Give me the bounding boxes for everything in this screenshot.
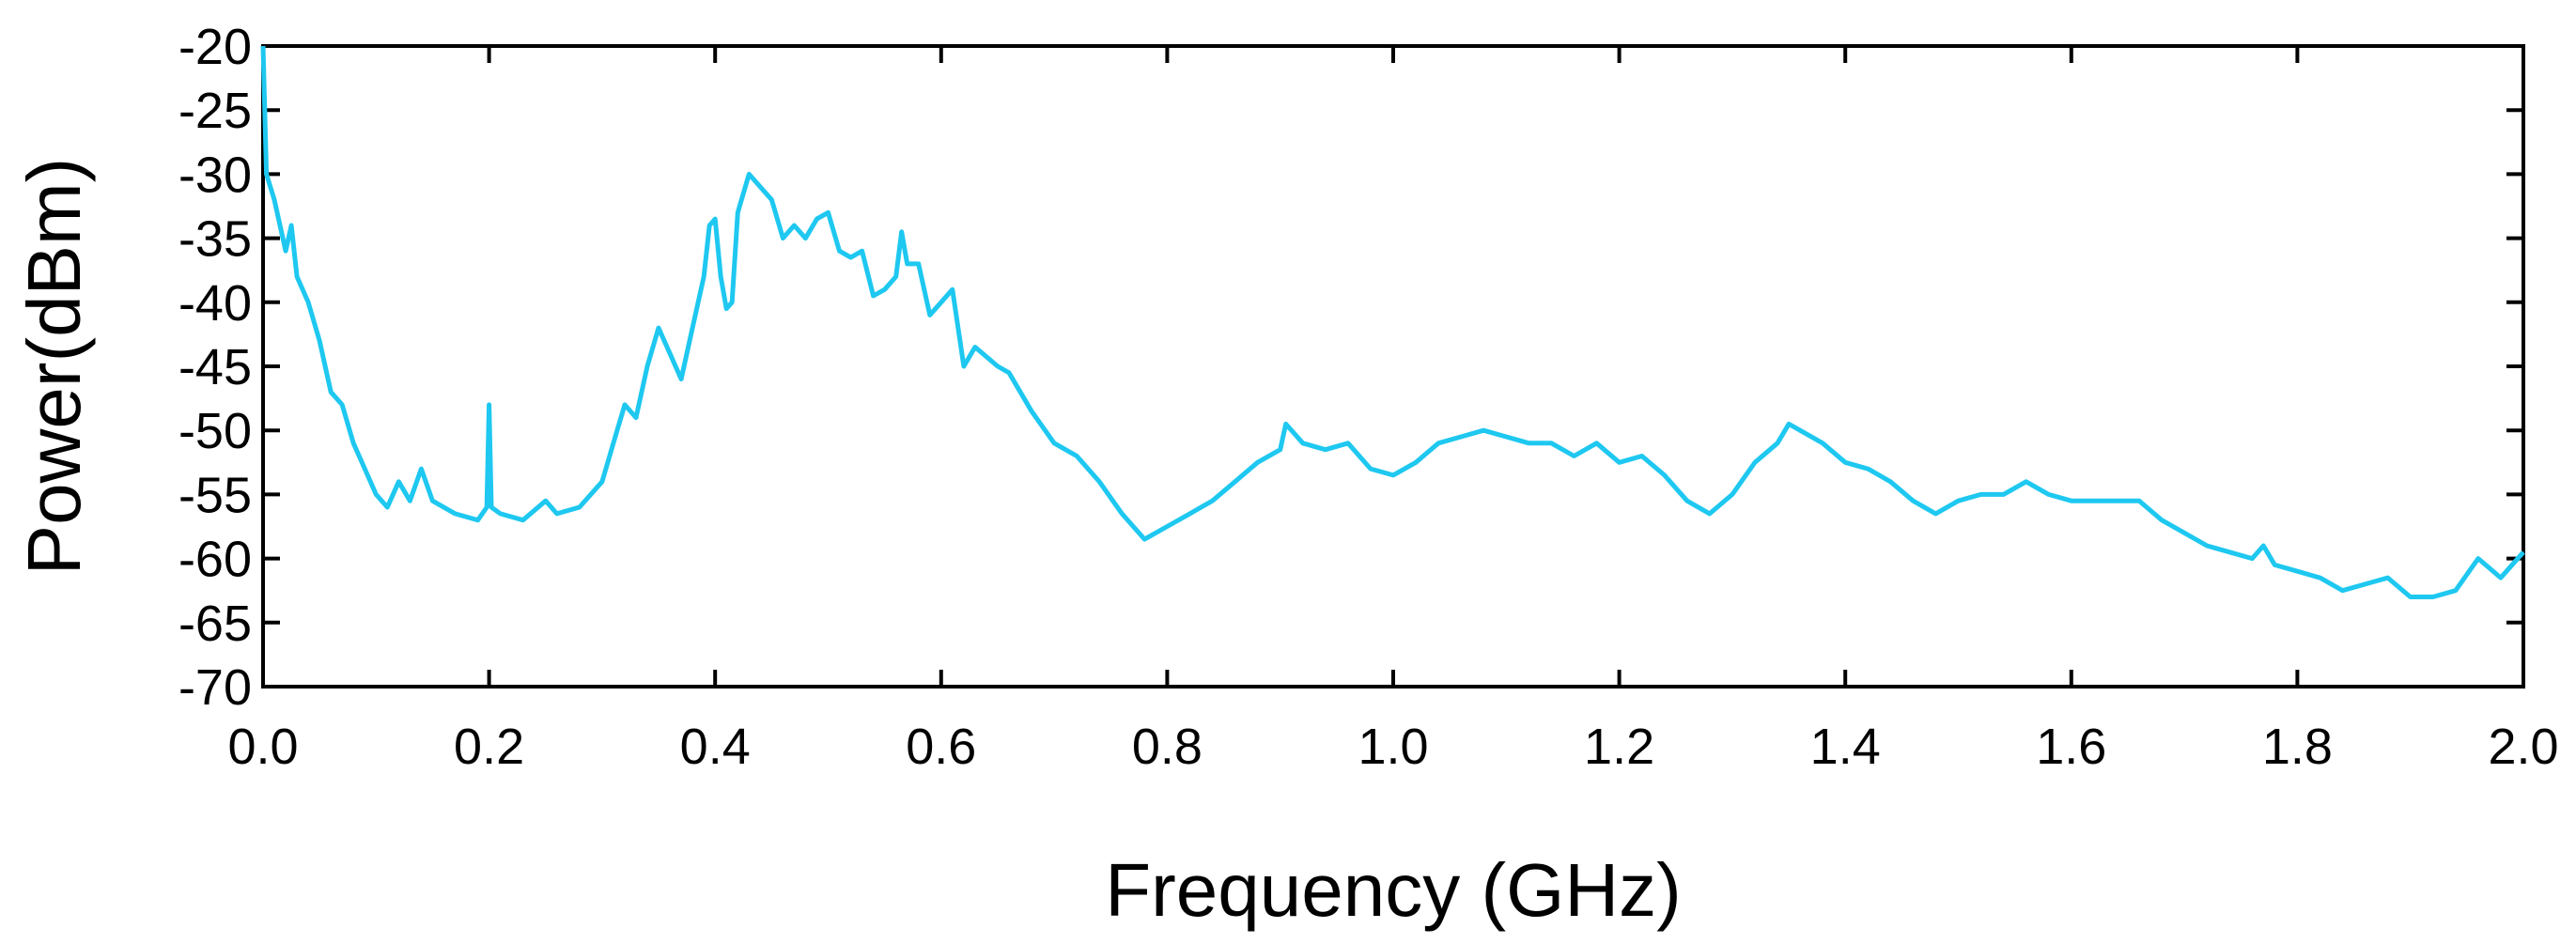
y-tick-label: -35: [178, 211, 252, 268]
y-tick-label: -70: [178, 659, 252, 716]
y-tick-label: -55: [178, 467, 252, 523]
x-tick-label: 0.0: [227, 719, 298, 775]
x-axis-label: Frequency (GHz): [1105, 848, 1681, 932]
y-tick-label: -20: [178, 19, 252, 75]
x-tick-label: 1.8: [2262, 719, 2333, 775]
x-tick-label: 1.4: [1810, 719, 1881, 775]
x-tick-label: 1.2: [1584, 719, 1654, 775]
y-tick-label: -60: [178, 532, 252, 588]
x-tick-label: 0.2: [454, 719, 524, 775]
y-tick-label: -30: [178, 147, 252, 203]
x-tick-label: 1.6: [2036, 719, 2106, 775]
x-tick-label: 0.4: [680, 719, 751, 775]
x-tick-label: 1.0: [1358, 719, 1428, 775]
y-tick-label: -45: [178, 339, 252, 395]
y-tick-label: -25: [178, 83, 252, 139]
y-axis-label: Power(dBm): [12, 158, 96, 576]
y-tick-label: -65: [178, 596, 252, 652]
x-tick-label: 0.6: [906, 719, 976, 775]
x-tick-label: 0.8: [1132, 719, 1203, 775]
x-tick-label: 2.0: [2488, 719, 2558, 775]
y-tick-label: -40: [178, 275, 252, 332]
plot-frame: [261, 44, 2525, 689]
data-line: [260, 45, 2525, 599]
y-tick-label: -50: [178, 403, 252, 459]
